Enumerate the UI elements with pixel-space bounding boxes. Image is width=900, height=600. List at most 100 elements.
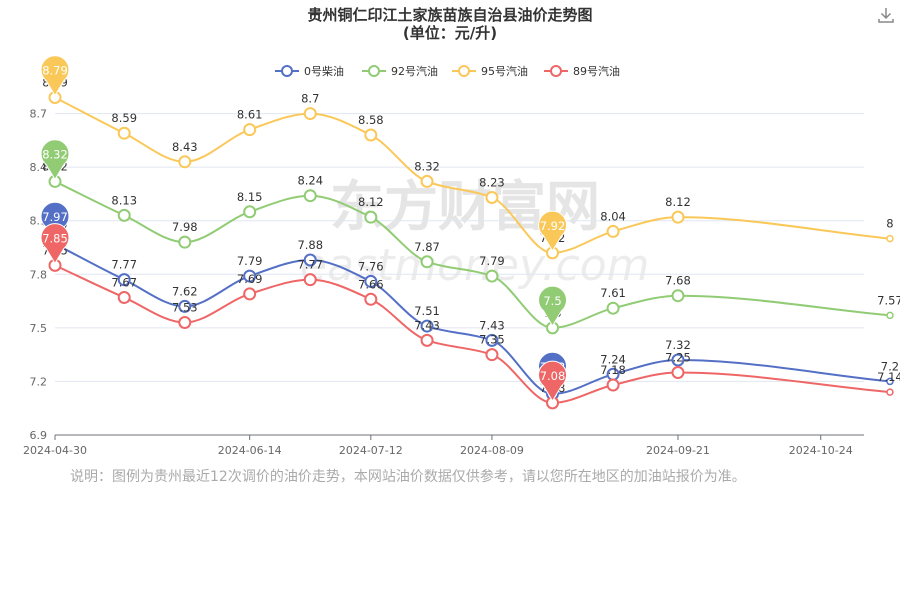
y-tick-label: 7.8 — [30, 268, 48, 281]
data-label: 7.2 — [881, 359, 899, 373]
data-point — [606, 301, 620, 315]
data-point — [485, 333, 499, 347]
data-label: 8.61 — [237, 108, 263, 122]
y-tick-label: 6.9 — [30, 429, 48, 442]
data-label: 8.58 — [358, 113, 384, 127]
data-label: 8.32 — [414, 159, 440, 173]
data-label: 8.59 — [111, 111, 137, 125]
data-label: 7.62 — [172, 284, 198, 298]
data-point — [420, 333, 434, 347]
legend-label: 0号柴油 — [304, 64, 344, 78]
data-point — [178, 299, 192, 313]
data-label: 8.7 — [301, 92, 319, 106]
x-tick-label: 2024-06-14 — [218, 444, 282, 457]
download-icon[interactable] — [877, 6, 895, 24]
legend-swatch-dot — [458, 65, 470, 77]
y-tick-label: 8.7 — [30, 108, 48, 121]
pin-label: 7.85 — [42, 231, 68, 245]
watermark: 东方财富网 eastmoney.com — [300, 175, 650, 291]
data-point — [303, 273, 317, 287]
data-label: 8.24 — [297, 174, 323, 188]
data-point — [364, 128, 378, 142]
data-point — [303, 189, 317, 203]
pin-marker: 8.32 — [40, 139, 70, 181]
legend-label: 92号汽油 — [391, 64, 438, 78]
data-point — [886, 388, 894, 396]
legend-item[interactable]: 95号汽油 — [452, 64, 528, 78]
data-point — [178, 316, 192, 329]
data-point — [364, 210, 378, 224]
x-tick-label: 2024-10-24 — [789, 444, 853, 457]
x-tick-label: 2024-09-21 — [646, 444, 710, 457]
data-point — [886, 234, 894, 243]
data-point — [243, 287, 257, 301]
chart-title: 贵州铜仁印江土家族苗族自治县油价走势图 — [307, 6, 592, 24]
legend-swatch-dot — [281, 65, 293, 77]
legend-item[interactable]: 92号汽油 — [362, 64, 438, 78]
data-label: 8.12 — [665, 195, 691, 209]
x-tick-label: 2024-08-09 — [460, 444, 524, 457]
legend-item[interactable]: 0号柴油 — [275, 64, 344, 78]
data-point — [303, 253, 317, 267]
data-point — [420, 174, 434, 188]
pin-marker: 7.92 — [538, 210, 568, 252]
y-tick-label: 7.5 — [30, 322, 48, 335]
data-label: 7.76 — [358, 259, 384, 273]
data-point — [117, 291, 131, 304]
data-point — [364, 274, 378, 288]
pin-shape — [40, 201, 70, 243]
data-label: 7.67 — [111, 276, 137, 290]
data-label: 7.53 — [172, 301, 198, 315]
legend-item[interactable]: 89号汽油 — [544, 64, 620, 78]
watermark-en: eastmoney.com — [300, 240, 650, 291]
pin-marker: 7.08 — [538, 360, 568, 402]
pin-label: 7.5 — [543, 294, 561, 308]
data-point — [671, 353, 685, 367]
pin-marker: 8.79 — [40, 55, 70, 97]
data-label: 7.35 — [479, 333, 505, 347]
pin-shape — [40, 55, 70, 97]
pin-label: 7.97 — [42, 210, 68, 224]
data-point — [243, 205, 257, 219]
data-label: 7.79 — [479, 254, 505, 268]
pin-marker: 7.85 — [40, 223, 70, 265]
chart-subtitle: (单位：元/升) — [403, 24, 497, 42]
data-point — [886, 311, 894, 320]
pin-shape — [40, 223, 70, 265]
data-label: 8.13 — [111, 193, 137, 207]
pin-shape — [538, 210, 568, 252]
data-label: 7.66 — [358, 277, 384, 291]
data-label: 8.15 — [237, 190, 263, 204]
legend-label: 95号汽油 — [481, 64, 528, 78]
data-label: 7.77 — [111, 258, 137, 272]
data-point — [117, 208, 131, 222]
pin-label: 7.08 — [540, 369, 566, 383]
legend-swatch-dot — [550, 65, 562, 77]
data-label: 7.79 — [237, 254, 263, 268]
pin-shape — [538, 360, 568, 402]
data-point — [606, 378, 620, 392]
data-label: 7.51 — [414, 304, 440, 318]
data-point — [671, 289, 685, 303]
data-label: 7.18 — [600, 363, 626, 377]
x-tick-label: 2024-04-30 — [23, 444, 87, 457]
data-point — [117, 126, 131, 140]
data-point — [364, 292, 378, 306]
data-point — [303, 107, 317, 121]
data-label: 7.43 — [414, 318, 440, 332]
data-label: 7.61 — [600, 286, 626, 300]
legend-label: 89号汽油 — [573, 64, 620, 78]
data-point — [606, 224, 620, 238]
max-min-markers: 7.977.138.327.58.797.927.857.08 — [40, 55, 568, 402]
pin-label: 8.32 — [42, 147, 68, 161]
data-label: 8.12 — [358, 195, 384, 209]
data-point — [886, 377, 894, 386]
data-point — [671, 366, 685, 379]
data-label: 7.88 — [297, 238, 323, 252]
pin-label: 8.79 — [42, 64, 68, 78]
y-tick-label: 7.2 — [30, 375, 48, 388]
legend: 0号柴油 92号汽油 95号汽油 89号汽油 — [275, 64, 620, 78]
data-label: 7.24 — [600, 352, 626, 366]
